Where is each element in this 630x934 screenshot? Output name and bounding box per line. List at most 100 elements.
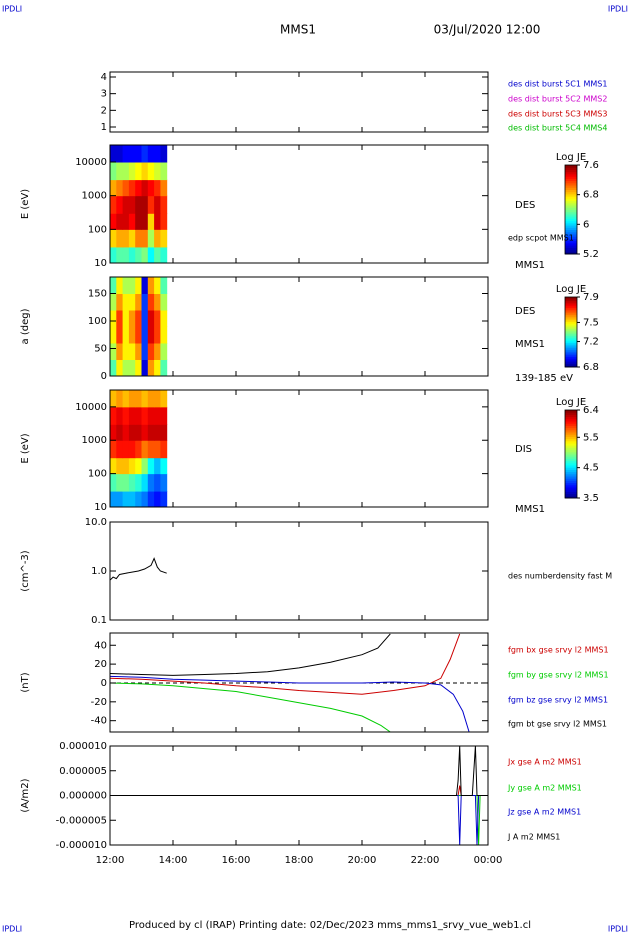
spectrogram-cell (135, 406, 142, 425)
spectrogram-cell (128, 424, 136, 441)
spectrogram-cell (122, 457, 130, 475)
legend-entry: des dist burst 5C3 MMS3 (508, 110, 607, 119)
y-tick-label: -20 (91, 697, 107, 708)
spectrogram-cell (122, 440, 130, 459)
spectrogram-cell (110, 179, 117, 197)
colorbar-segment (565, 489, 577, 492)
colorbar-segment (565, 445, 577, 448)
y-axis-title: a (deg) (20, 308, 31, 344)
spectrogram-cell (135, 277, 142, 294)
spectrogram-cell (122, 145, 130, 163)
panel-note: MMS1 (515, 260, 545, 271)
colorbar-segment (565, 476, 577, 479)
colorbar-segment (565, 196, 577, 199)
y-tick-label: 1000 (82, 191, 107, 202)
spectrogram-cell (141, 293, 149, 311)
spectrogram-cell (110, 491, 117, 508)
spectrogram-cell (147, 491, 155, 508)
series-line (109, 633, 461, 695)
legend-entry: J A m2 MMS1 (507, 833, 560, 842)
spectrogram-cell (154, 195, 161, 214)
spectrogram-cell (141, 406, 149, 425)
colorbar-segment (565, 363, 577, 366)
colorbar-segment (565, 432, 577, 435)
spectrogram-cell (141, 424, 149, 441)
spectrogram-cell (135, 213, 142, 230)
series-line (109, 557, 167, 581)
colorbar-segment (565, 458, 577, 462)
y-tick-label: 100 (88, 224, 107, 235)
colorbar-segment (565, 318, 577, 321)
colorbar-segment (565, 307, 577, 310)
spectrogram-cell (135, 162, 142, 181)
colorbar-segment (565, 169, 577, 173)
spectrogram-cell (147, 310, 155, 327)
spectrogram-cell (160, 162, 168, 181)
spectrogram-cell (154, 440, 161, 459)
legend-entry: fgm bt gse srvy l2 MMS1 (508, 720, 607, 729)
spectrogram-cell (128, 343, 136, 360)
x-tick-label: 20:00 (348, 855, 377, 866)
spectrogram-cell (154, 343, 161, 360)
spectrogram-cell (128, 310, 136, 327)
colorbar-segment (565, 218, 577, 222)
colorbar-tick-label: 7.5 (583, 317, 599, 328)
spectrogram-cell (160, 229, 168, 248)
colorbar-segment (565, 311, 577, 314)
spectrogram-cell (116, 310, 124, 327)
spectrogram-cell (135, 491, 142, 508)
spectrogram-cell (116, 277, 124, 294)
spectrogram-cell (160, 293, 168, 311)
colorbar-segment (565, 349, 577, 352)
spectrogram-cell (116, 246, 124, 264)
colorbar-segment (565, 211, 577, 215)
spectrogram-cell (122, 213, 130, 230)
spectrogram-cell (154, 406, 161, 425)
spectrogram-cell (110, 246, 117, 264)
colorbar-tick-label: 4.5 (583, 463, 599, 474)
spectrogram-cell (128, 277, 136, 294)
colorbar-segment (565, 225, 577, 228)
spectrogram-cell (122, 293, 130, 311)
spectrogram-cell (110, 406, 117, 425)
spectrogram-cell (110, 343, 117, 360)
spectrogram-cell (147, 229, 155, 248)
spectrogram-cell (128, 326, 136, 344)
spectrogram-cell (147, 246, 155, 264)
spectrogram-cell (116, 179, 124, 197)
colorbar-frame (564, 409, 578, 499)
colorbar-segment (565, 351, 577, 354)
colorbar-segment (565, 328, 577, 331)
spectrogram-cell (147, 424, 155, 441)
spectrogram-cell (122, 326, 130, 344)
spectrogram-cell (122, 162, 130, 181)
colorbar-segment (565, 353, 577, 356)
colorbar-segment (565, 191, 577, 195)
spectrogram-cell (154, 359, 161, 377)
spectrogram-cell (122, 359, 130, 377)
spectrogram-cell (122, 229, 130, 248)
y-tick-label: 0 (101, 678, 107, 689)
y-tick-label: 0.000000 (59, 791, 107, 802)
y-tick-label: -0.000005 (56, 815, 107, 826)
spectrogram-cell (135, 326, 142, 344)
spectrogram-cell (110, 457, 117, 475)
spectrogram-cell (141, 162, 149, 181)
legend-entry: Jz gse A m2 MMS1 (507, 808, 581, 817)
panel-note: MMS1 (515, 504, 545, 515)
spectrogram-cell (116, 343, 124, 360)
legend-entry: des dist burst 5C2 MMS2 (508, 95, 607, 104)
colorbar-segment (565, 360, 577, 363)
spectrogram-cell (154, 293, 161, 311)
spectrogram-cell (147, 343, 155, 360)
panel-note: DIS (515, 444, 532, 455)
colorbar-segment (565, 449, 577, 453)
spectrogram-cell (141, 229, 149, 248)
spectrogram-cell (147, 473, 155, 492)
colorbar-segment (565, 185, 577, 188)
colorbar-segment (565, 236, 577, 239)
spectrogram-cell (154, 424, 161, 441)
colorbar-segment (565, 249, 577, 253)
series-line (109, 675, 470, 733)
colorbar-segment (565, 361, 577, 364)
